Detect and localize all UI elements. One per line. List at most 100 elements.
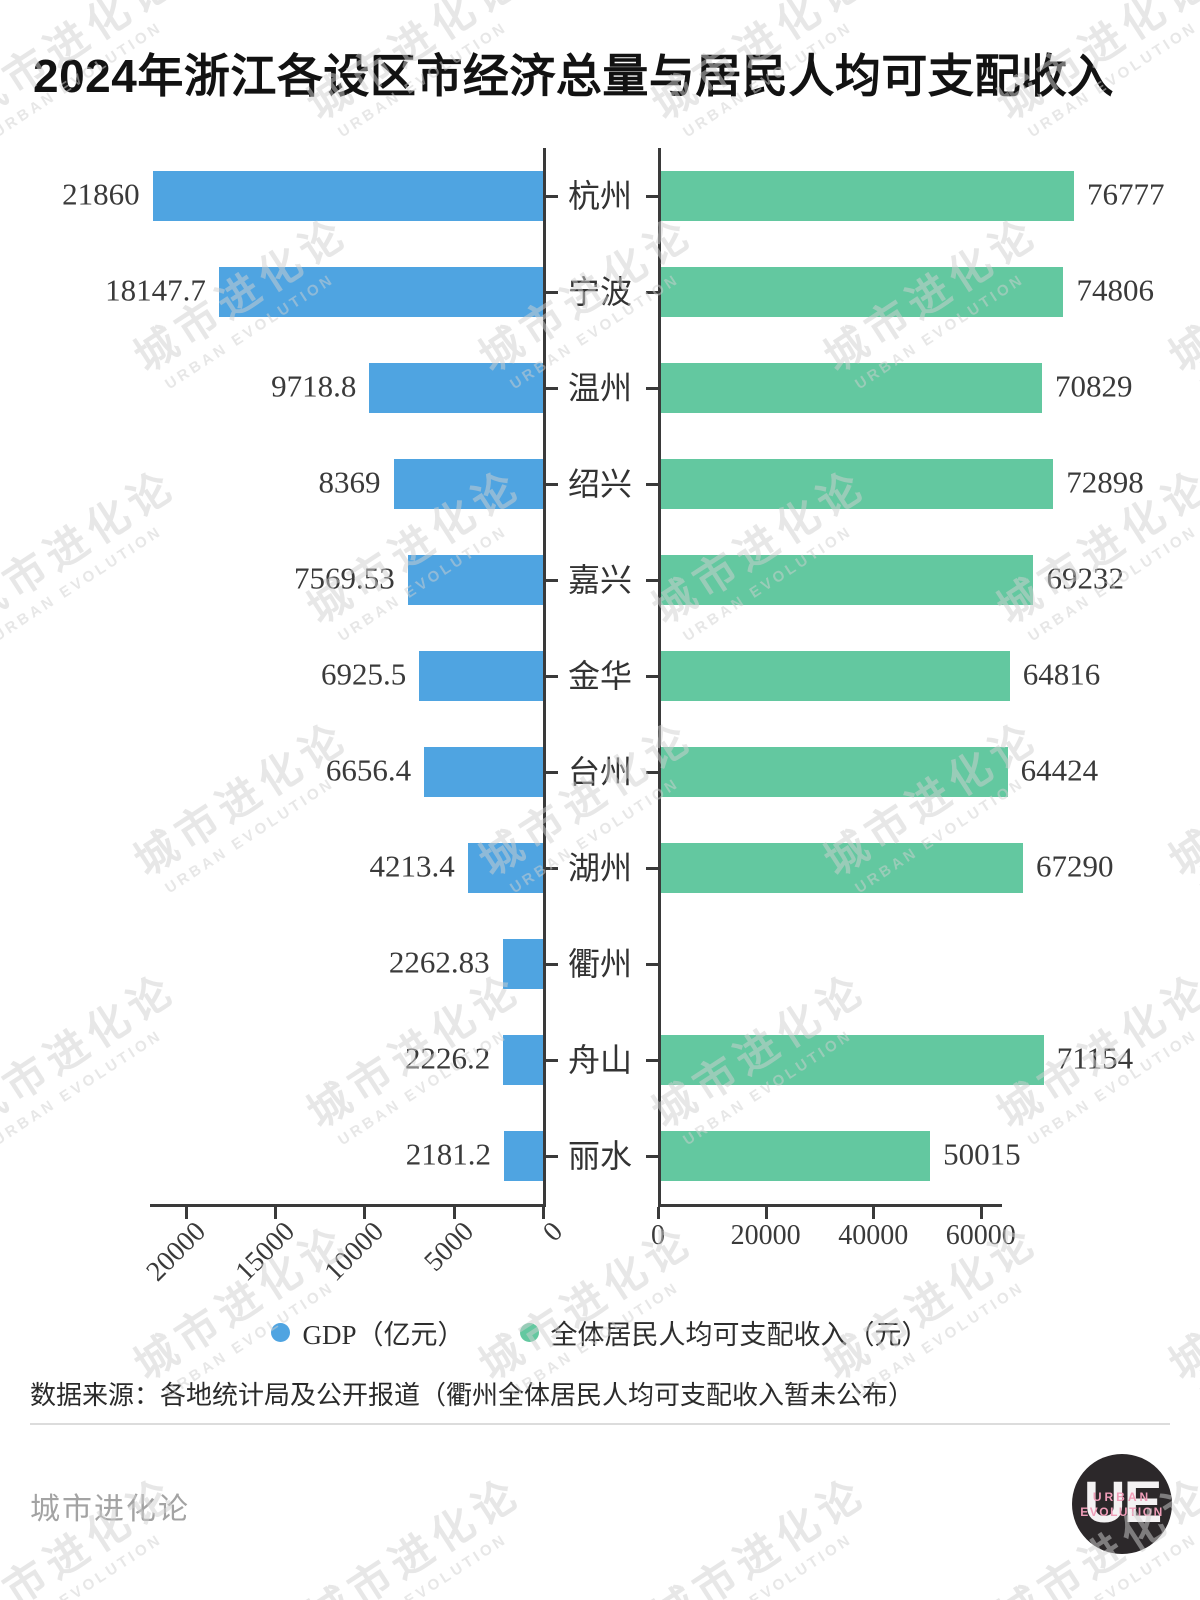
income-axis-tick	[764, 1207, 768, 1219]
legend-item-income: 全体居民人均可支配收入（元）	[519, 1313, 929, 1352]
city-label: 湖州	[567, 850, 633, 887]
gdp-bar	[467, 843, 543, 893]
gdp-bar	[152, 171, 543, 221]
income-axis-tick	[979, 1207, 983, 1219]
gdp-axis-tick	[363, 1207, 367, 1219]
city-tick-right	[646, 195, 658, 198]
income-legend-label: 全体居民人均可支配收入（元）	[550, 1320, 929, 1350]
ue-logo-letters: UE	[1083, 1470, 1163, 1536]
left-axis-line	[543, 148, 546, 1207]
gdp-axis-tick	[274, 1207, 278, 1219]
gdp-bar	[503, 1035, 543, 1085]
ue-logo: UE URBAN EVOLUTION	[1072, 1454, 1172, 1554]
income-bar	[661, 363, 1043, 413]
gdp-value-label: 4213.4	[369, 848, 455, 884]
income-bar	[661, 555, 1034, 605]
gdp-value-label: 18147.7	[105, 272, 206, 308]
city-tick-right	[646, 867, 658, 870]
city-label: 丽水	[567, 1138, 633, 1175]
gdp-value-label: 2262.83	[388, 944, 490, 980]
left-baseline	[150, 1204, 546, 1207]
gdp-value-label: 21860	[62, 176, 140, 212]
city-tick-left	[546, 675, 558, 678]
gdp-bar	[218, 267, 543, 317]
gdp-axis-tick	[542, 1207, 545, 1219]
data-source-note: 数据来源：各地统计局及公开报道（衢州全体居民人均可支配收入暂未公布）	[30, 1381, 915, 1410]
gdp-bar	[393, 459, 543, 509]
right-baseline	[658, 1204, 1002, 1207]
income-value-label: 50015	[943, 1136, 1021, 1172]
city-tick-left	[546, 963, 558, 966]
city-label: 金华	[567, 658, 633, 695]
city-label: 宁波	[567, 274, 633, 311]
gdp-bar	[504, 1131, 543, 1181]
income-bar	[661, 747, 1008, 797]
income-value-label: 76777	[1087, 176, 1165, 212]
income-value-label: 72898	[1066, 464, 1144, 500]
city-tick-right	[646, 1059, 658, 1062]
legend: GDP（亿元） 全体居民人均可支配收入（元）	[0, 1313, 1200, 1352]
gdp-axis-tick	[452, 1207, 456, 1219]
city-label: 舟山	[567, 1042, 633, 1079]
city-tick-right	[646, 291, 658, 294]
gdp-axis-tick-label: 20000	[140, 1216, 212, 1288]
income-bar	[661, 651, 1010, 701]
brand-name: 城市进化论	[30, 1493, 190, 1526]
income-value-label: 70829	[1055, 368, 1133, 404]
income-bar	[661, 1131, 931, 1181]
gdp-value-label: 2181.2	[405, 1136, 492, 1172]
city-tick-right	[646, 963, 658, 966]
income-axis-tick	[657, 1207, 660, 1219]
gdp-axis-tick-label: 15000	[229, 1216, 302, 1288]
gdp-axis-tick-label: 10000	[318, 1216, 391, 1288]
page-title: 2024年浙江各设区市经济总量与居民人均可支配收入	[33, 50, 1114, 102]
income-axis-tick	[872, 1207, 876, 1219]
city-tick-left	[546, 291, 558, 294]
income-value-label: 64424	[1020, 752, 1099, 788]
city-tick-left	[546, 771, 558, 774]
city-label: 温州	[567, 370, 633, 407]
ue-logo-evolution-text: EVOLUTION	[1080, 1505, 1164, 1519]
income-value-label: 67290	[1036, 848, 1114, 884]
right-axis-line	[658, 148, 661, 1207]
city-tick-right	[646, 483, 658, 486]
income-axis-tick-label: 60000	[945, 1220, 1016, 1251]
legend-item-gdp: GDP（亿元）	[271, 1313, 465, 1352]
gdp-bar	[407, 555, 543, 605]
income-value-label: 71154	[1056, 1040, 1134, 1076]
gdp-bar	[419, 651, 543, 701]
gdp-value-label: 2226.2	[404, 1040, 491, 1076]
city-label: 嘉兴	[567, 562, 633, 599]
gdp-value-label: 8369	[318, 464, 381, 500]
gdp-axis-tick-label: 5000	[418, 1216, 480, 1278]
city-tick-left	[546, 387, 558, 390]
income-legend-dot-icon	[519, 1323, 539, 1342]
income-axis-tick-label: 40000	[838, 1220, 909, 1251]
city-label: 绍兴	[567, 466, 633, 503]
ue-logo-urban-text: URBAN	[1092, 1490, 1152, 1504]
city-tick-left	[546, 483, 558, 486]
city-tick-right	[646, 579, 658, 582]
city-tick-right	[646, 771, 658, 774]
city-tick-right	[646, 675, 658, 678]
city-tick-left	[546, 867, 558, 870]
city-tick-right	[646, 1155, 658, 1158]
income-bar	[661, 171, 1075, 221]
city-label: 杭州	[567, 178, 633, 215]
gdp-legend-label: GDP（亿元）	[302, 1320, 465, 1350]
city-label: 台州	[567, 754, 633, 791]
income-value-label: 69232	[1046, 560, 1124, 596]
income-axis-tick-label: 0	[651, 1220, 665, 1251]
gdp-axis-tick	[184, 1207, 188, 1219]
gdp-axis-tick-label: 0	[537, 1216, 569, 1248]
income-bar	[661, 843, 1024, 893]
city-tick-left	[546, 195, 558, 198]
gdp-bar	[424, 747, 543, 797]
income-bar	[661, 1035, 1044, 1085]
city-tick-left	[546, 1059, 558, 1062]
gdp-bar	[369, 363, 543, 413]
gdp-value-label: 9718.8	[271, 368, 357, 404]
income-axis-tick-label: 20000	[730, 1220, 801, 1251]
income-bar	[661, 267, 1064, 317]
